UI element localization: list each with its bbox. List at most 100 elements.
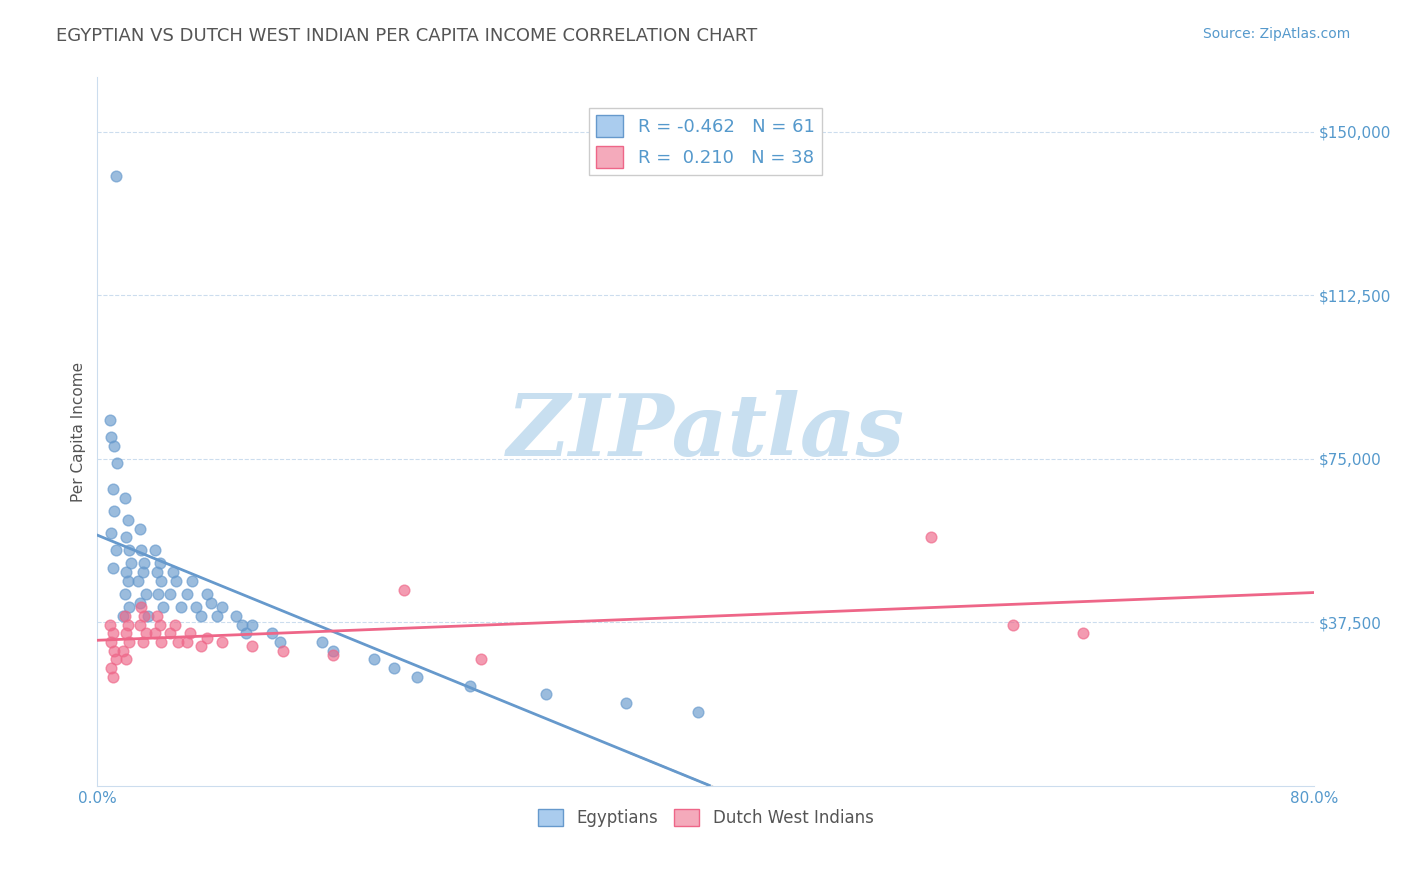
Point xyxy=(115,565,138,579)
Point xyxy=(136,608,159,623)
Point xyxy=(1001,617,1024,632)
Point xyxy=(363,652,385,666)
Point xyxy=(311,635,333,649)
Point xyxy=(118,600,141,615)
Point xyxy=(195,631,218,645)
Point xyxy=(271,643,294,657)
Point xyxy=(149,557,172,571)
Point xyxy=(190,640,212,654)
Point xyxy=(143,626,166,640)
Point xyxy=(115,626,138,640)
Point xyxy=(100,525,122,540)
Point xyxy=(100,661,122,675)
Point xyxy=(170,600,193,615)
Point xyxy=(135,587,157,601)
Point xyxy=(101,626,124,640)
Point xyxy=(104,543,127,558)
Point xyxy=(180,574,202,588)
Point xyxy=(458,679,481,693)
Text: ZIPatlas: ZIPatlas xyxy=(506,390,904,474)
Point xyxy=(117,617,139,632)
Point xyxy=(242,617,264,632)
Point xyxy=(117,513,139,527)
Point xyxy=(322,648,344,662)
Point xyxy=(131,543,153,558)
Point xyxy=(195,587,218,601)
Point xyxy=(120,557,142,571)
Point xyxy=(101,670,124,684)
Point xyxy=(470,652,492,666)
Point xyxy=(145,608,167,623)
Point xyxy=(616,696,638,710)
Point xyxy=(127,574,149,588)
Point xyxy=(225,608,247,623)
Point xyxy=(100,635,122,649)
Point xyxy=(103,643,125,657)
Point xyxy=(405,670,427,684)
Point xyxy=(242,640,264,654)
Point xyxy=(129,596,152,610)
Point xyxy=(118,635,141,649)
Point xyxy=(104,169,127,183)
Point xyxy=(207,608,229,623)
Point xyxy=(211,600,233,615)
Point xyxy=(382,661,405,675)
Point xyxy=(176,587,198,601)
Point xyxy=(131,600,153,615)
Point xyxy=(920,530,942,544)
Point xyxy=(150,574,173,588)
Point xyxy=(686,705,709,719)
Point xyxy=(149,617,172,632)
Point xyxy=(118,543,141,558)
Point xyxy=(98,617,121,632)
Point xyxy=(143,543,166,558)
Point xyxy=(179,626,201,640)
Point xyxy=(176,635,198,649)
Point xyxy=(152,600,174,615)
Point xyxy=(190,608,212,623)
Point xyxy=(235,626,257,640)
Point xyxy=(129,617,152,632)
Point xyxy=(163,617,186,632)
Point xyxy=(159,587,181,601)
Point xyxy=(269,635,291,649)
Point xyxy=(162,565,184,579)
Point xyxy=(1071,626,1094,640)
Point xyxy=(98,412,121,426)
Point xyxy=(262,626,284,640)
Point xyxy=(112,608,135,623)
Point xyxy=(114,608,136,623)
Point xyxy=(101,561,124,575)
Point xyxy=(112,643,135,657)
Point xyxy=(115,652,138,666)
Point xyxy=(134,557,156,571)
Point xyxy=(394,582,416,597)
Point xyxy=(186,600,208,615)
Point xyxy=(101,483,124,497)
Y-axis label: Per Capita Income: Per Capita Income xyxy=(72,361,86,501)
Point xyxy=(114,587,136,601)
Point xyxy=(146,587,169,601)
Point xyxy=(132,635,155,649)
Point xyxy=(129,522,152,536)
Point xyxy=(103,439,125,453)
Point xyxy=(135,626,157,640)
Point xyxy=(132,565,155,579)
Point xyxy=(115,530,138,544)
Point xyxy=(200,596,222,610)
Point xyxy=(165,574,187,588)
Point xyxy=(114,491,136,505)
Point xyxy=(231,617,253,632)
Point xyxy=(100,430,122,444)
Legend: Egyptians, Dutch West Indians: Egyptians, Dutch West Indians xyxy=(531,803,880,834)
Point xyxy=(150,635,173,649)
Point xyxy=(105,456,128,470)
Point xyxy=(322,643,344,657)
Point xyxy=(103,504,125,518)
Point xyxy=(104,652,127,666)
Point xyxy=(159,626,181,640)
Point xyxy=(534,687,557,701)
Point xyxy=(145,565,167,579)
Point xyxy=(167,635,190,649)
Point xyxy=(117,574,139,588)
